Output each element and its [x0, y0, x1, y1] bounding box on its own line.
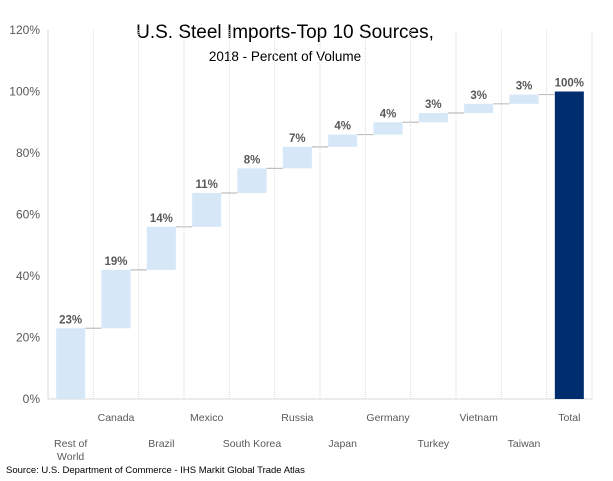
bar-mexico	[192, 192, 222, 227]
y-tick-label: 0%	[23, 392, 41, 406]
y-tick-label: 100%	[9, 85, 40, 99]
y-tick-label: 120%	[9, 23, 40, 37]
source-note: Source: U.S. Department of Commerce - IH…	[6, 465, 305, 476]
bar-total	[554, 91, 584, 399]
data-label: 3%	[425, 99, 442, 111]
data-label: 3%	[470, 90, 487, 102]
data-label: 23%	[59, 314, 82, 326]
data-label: 7%	[289, 133, 306, 145]
data-label: 100%	[555, 78, 584, 90]
x-tick-label: Russia	[281, 412, 313, 424]
data-label: 3%	[516, 81, 533, 93]
data-label: 8%	[244, 154, 261, 166]
y-tick-label: 40%	[16, 269, 40, 283]
chart-title: U.S. Steel Imports-Top 10 Sources,	[136, 22, 434, 43]
data-label: 19%	[104, 256, 127, 268]
y-axis: 0% 20% 40% 60% 80% 100% 120%	[9, 23, 592, 406]
chart-subtitle: 2018 - Percent of Volume	[209, 49, 361, 64]
x-tick-label: World	[57, 451, 84, 463]
x-tick-label: Rest of	[54, 438, 87, 450]
bar-turkey	[418, 113, 448, 123]
x-tick-label: Taiwan	[508, 438, 541, 450]
x-tick-label: Canada	[98, 412, 135, 424]
x-tick-label: Turkey	[417, 438, 449, 450]
bar-south-korea	[237, 168, 267, 193]
bar-germany	[373, 122, 403, 135]
data-label: 11%	[195, 179, 217, 191]
bar-taiwan	[509, 94, 539, 104]
data-labels: 23% 19% 14% 11% 8% 7% 4% 4% 3% 3% 3% 100%	[59, 78, 584, 327]
gridlines	[92, 30, 593, 399]
bar-canada	[101, 269, 131, 329]
bars	[56, 91, 584, 399]
x-tick-label: Brazil	[148, 438, 174, 450]
data-label: 14%	[150, 213, 173, 225]
x-tick-label: Germany	[366, 412, 410, 424]
data-label: 4%	[380, 108, 397, 120]
y-tick-label: 80%	[16, 146, 40, 160]
data-label: 4%	[334, 121, 351, 133]
y-tick-label: 20%	[16, 331, 40, 345]
x-tick-label: Japan	[328, 438, 357, 450]
x-tick-label: Total	[558, 412, 580, 424]
bar-japan	[328, 134, 358, 147]
x-tick-label: Vietnam	[459, 412, 498, 424]
y-tick-label: 60%	[16, 208, 40, 222]
bar-vietnam	[464, 103, 494, 114]
bar-russia	[282, 146, 312, 169]
x-tick-label: South Korea	[223, 438, 282, 450]
x-tick-label: Mexico	[190, 412, 223, 424]
bar-rest-of-world	[56, 328, 86, 399]
connectors	[85, 93, 555, 329]
bar-brazil	[146, 226, 176, 270]
